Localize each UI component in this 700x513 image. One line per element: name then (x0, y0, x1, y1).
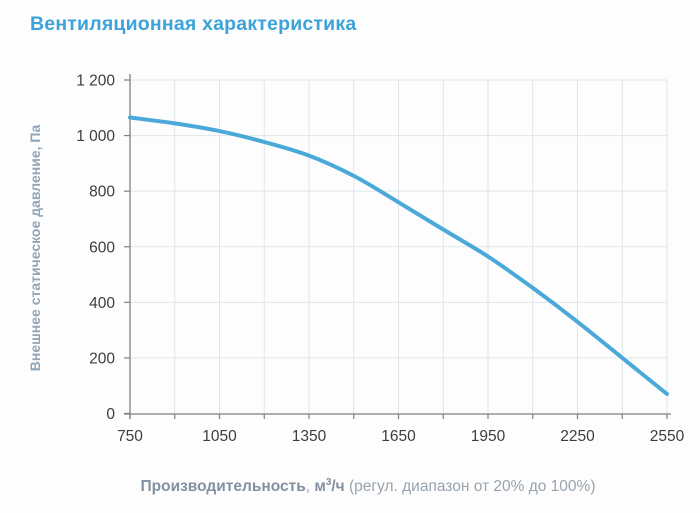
chart-title: Вентиляционная характеристика (30, 13, 357, 35)
x-axis-title: Производительность, м3/ч (регул. диапазо… (36, 477, 700, 496)
y-tick-label: 1 200 (76, 73, 115, 90)
x-axis-unit-sup: 3 (325, 477, 332, 488)
x-tick-label: 1350 (292, 428, 327, 445)
x-axis-title-bold: Производительность (140, 478, 306, 496)
y-tick-label: 0 (106, 406, 115, 423)
x-tick-label: 750 (117, 428, 143, 445)
x-axis-unit: м (314, 478, 326, 496)
x-tick-label: 2550 (650, 428, 685, 445)
y-tick-label: 400 (89, 295, 115, 312)
x-axis-title-note: (регул. диапазон от 20% до 100%) (344, 478, 596, 496)
x-tick-label: 2250 (560, 428, 595, 445)
x-axis-unit-denominator: /ч (331, 478, 345, 496)
fan-curve-line (128, 115, 669, 396)
y-tick-label: 1 000 (76, 128, 115, 145)
y-tick-label: 600 (89, 239, 115, 256)
x-tick-label: 1050 (202, 428, 237, 445)
y-tick-label: 800 (89, 184, 115, 201)
y-tick-label: 200 (89, 350, 115, 367)
x-axis-title-separator: , (305, 478, 315, 496)
x-tick-label: 1650 (381, 428, 416, 445)
x-tick-label: 1950 (471, 428, 506, 445)
